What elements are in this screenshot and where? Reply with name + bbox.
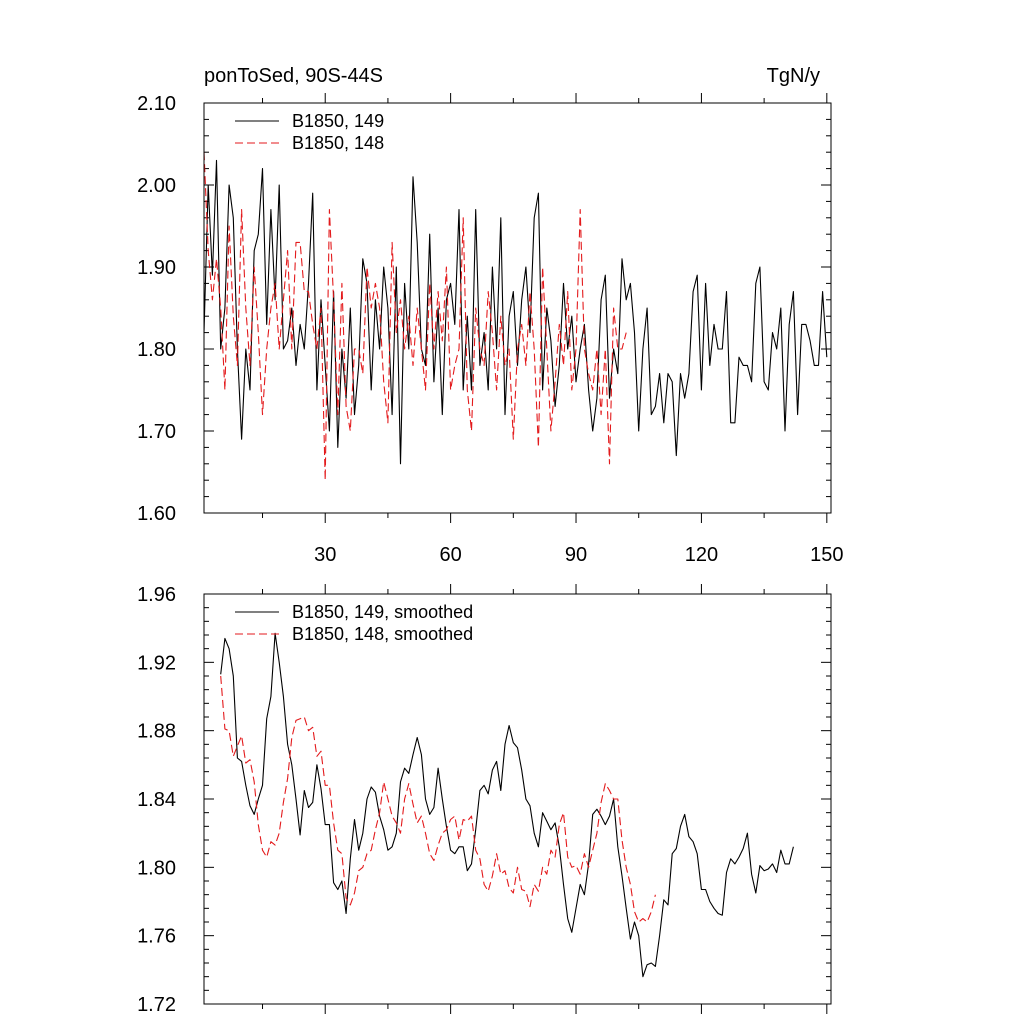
series-line [220,632,794,978]
y-tick-label: 2.00 [137,175,176,197]
legend-label: B1850, 148 [292,133,384,153]
y-tick-label: 1.92 [137,652,176,674]
x-axis: 30 60 90 120 150 [262,93,844,566]
x-tick-label: 120 [685,544,718,566]
plot-frame [203,593,832,1005]
y-tick-label: 1.80 [137,857,176,879]
y-tick-label: 1.80 [137,339,176,361]
x-tick-label: 30 [314,544,336,566]
y-tick-label: 2.10 [137,93,176,115]
y-tick-label: 1.60 [137,503,176,525]
bottom-chart: 1.72 1.76 1.80 1.84 1.88 1.92 1.96 B1850, 149,… [137,584,832,1016]
series-line [203,152,627,481]
legend-label: B1850, 149, smoothed [292,602,473,622]
series-group [220,632,794,978]
y-axis: 1.60 1.70 1.80 1.90 2.00 2.10 [137,93,831,525]
y-tick-label: 1.96 [137,584,176,606]
x-axis [262,584,828,1014]
x-tick-label: 60 [439,544,461,566]
y-tick-label: 1.84 [137,789,176,811]
series-line [220,675,656,923]
series-group [203,152,828,481]
series-line [203,159,828,465]
x-tick-label: 90 [565,544,587,566]
y-tick-label: 1.76 [137,926,176,948]
y-tick-label: 1.72 [137,994,176,1016]
units-label: TgN/y [767,65,820,87]
y-axis: 1.72 1.76 1.80 1.84 1.88 1.92 1.96 [137,584,831,1016]
top-chart: ponToSed, 90S-44S TgN/y 1.60 1.70 1.80 1.90… [137,65,843,566]
legend-label: B1850, 148, smoothed [292,624,473,644]
plot-frame [203,102,832,514]
x-tick-label: 150 [810,544,843,566]
y-tick-label: 1.88 [137,721,176,743]
y-tick-label: 1.70 [137,421,176,443]
y-tick-label: 1.90 [137,257,176,279]
legend-label: B1850, 149 [292,111,384,131]
chart-title: ponToSed, 90S-44S [204,65,383,87]
